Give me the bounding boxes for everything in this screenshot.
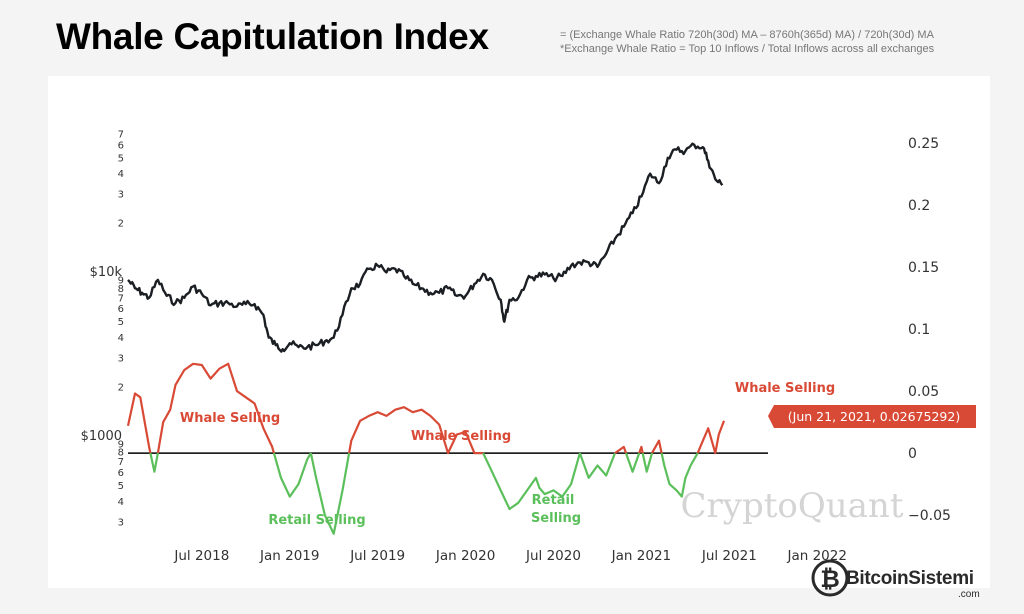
annotation-whale-selling-2: Whale Selling xyxy=(411,429,511,444)
brand-name: BitcoinSistemi xyxy=(846,568,974,589)
left-tick-label: 4 xyxy=(118,333,124,344)
retail-selling-segment xyxy=(272,452,312,498)
annotation-retail-selling-2b: Selling xyxy=(531,511,581,526)
right-axis-ticks: 0.25 0.2 0.15 0.1 0.05 0 −0.05 xyxy=(908,136,951,524)
brand-domain: .com xyxy=(958,589,980,600)
left-tick-label: 3 xyxy=(118,354,124,365)
retail-selling-segment xyxy=(149,452,159,473)
right-tick-label: 0.05 xyxy=(908,384,939,400)
retail-selling-segment xyxy=(660,452,699,498)
left-tick-label: 7 xyxy=(118,129,124,140)
left-tick-label: 7 xyxy=(118,293,124,304)
whale-selling-segment xyxy=(696,420,726,455)
x-tick-label: Jan 2021 xyxy=(611,548,671,564)
svg-text:₿: ₿ xyxy=(820,565,840,593)
page-title: Whale Capitulation Index xyxy=(56,16,489,57)
brand-logo: ₿ xyxy=(808,552,1020,608)
left-tick-label: 9 xyxy=(118,439,124,450)
watermark: CryptoQuant xyxy=(681,486,904,526)
annotation-retail-selling-2a: Retail xyxy=(532,493,575,508)
left-tick-label: 6 xyxy=(118,140,124,151)
retail-selling-segment xyxy=(309,452,351,535)
annotation-whale-selling-3: Whale Selling xyxy=(735,381,835,396)
whale-selling-segment xyxy=(126,392,152,454)
left-tick-label: 3 xyxy=(118,518,124,529)
left-tick-label: 8 xyxy=(118,284,124,295)
right-tick-label: 0 xyxy=(908,446,917,462)
left-tick-label: $1000 xyxy=(81,429,122,444)
left-tick-label: 8 xyxy=(118,448,124,459)
left-tick-label: 3 xyxy=(118,190,124,201)
formula-note: = (Exchange Whale Ratio 720h(30d) MA – 8… xyxy=(560,28,934,56)
left-tick-label: 5 xyxy=(118,153,124,164)
retail-selling-segment xyxy=(641,452,654,473)
left-tick-label: 5 xyxy=(118,481,124,492)
left-tick-label: $10k xyxy=(90,265,123,280)
annotation-retail-selling-1: Retail Selling xyxy=(268,513,365,528)
left-tick-label: 2 xyxy=(118,382,124,393)
left-tick-label: 4 xyxy=(118,169,124,180)
right-tick-label: −0.05 xyxy=(908,508,951,524)
left-tick-label: 4 xyxy=(118,497,124,508)
tooltip: (Jun 21, 2021, 0.02675292) xyxy=(768,405,976,428)
formula-line-1: = (Exchange Whale Ratio 720h(30d) MA – 8… xyxy=(560,29,934,41)
left-tick-label: 7 xyxy=(118,457,124,468)
x-tick-label: Jul 2020 xyxy=(525,548,581,564)
left-tick-label: 9 xyxy=(118,275,124,286)
right-tick-label: 0.25 xyxy=(908,136,939,152)
index-series xyxy=(126,362,726,535)
x-tick-label: Jan 2019 xyxy=(259,548,319,564)
left-tick-label: 6 xyxy=(118,304,124,315)
formula-line-2: *Exchange Whale Ratio = Top 10 Inflows /… xyxy=(560,43,935,55)
annotation-whale-selling-1: Whale Selling xyxy=(180,411,280,426)
btc-price-line xyxy=(127,142,724,353)
right-tick-label: 0.2 xyxy=(908,198,930,214)
x-tick-label: Jul 2021 xyxy=(701,548,757,564)
whale-selling-segment xyxy=(638,445,644,454)
left-tick-label: 5 xyxy=(118,317,124,328)
left-tick-label: 6 xyxy=(118,468,124,479)
retail-selling-segment xyxy=(624,452,641,473)
x-tick-label: Jul 2018 xyxy=(173,548,229,564)
x-tick-label: Jul 2019 xyxy=(349,548,405,564)
x-axis-ticks: Jul 2018 Jan 2019 Jul 2019 Jan 2020 Jul 2020… xyxy=(173,548,847,564)
tooltip-text: (Jun 21, 2021, 0.02675292) xyxy=(788,409,960,424)
right-tick-label: 0.15 xyxy=(908,260,939,276)
x-tick-label: Jan 2020 xyxy=(435,548,495,564)
right-tick-label: 0.1 xyxy=(908,322,930,338)
retail-selling-segment xyxy=(482,452,581,511)
whale-selling-segment xyxy=(348,406,484,455)
whale-selling-segment xyxy=(651,439,663,454)
retail-selling-segment xyxy=(578,452,617,479)
whale-selling-segment xyxy=(614,445,628,454)
left-tick-label: 2 xyxy=(118,219,124,230)
whale-selling-segment xyxy=(156,362,275,454)
